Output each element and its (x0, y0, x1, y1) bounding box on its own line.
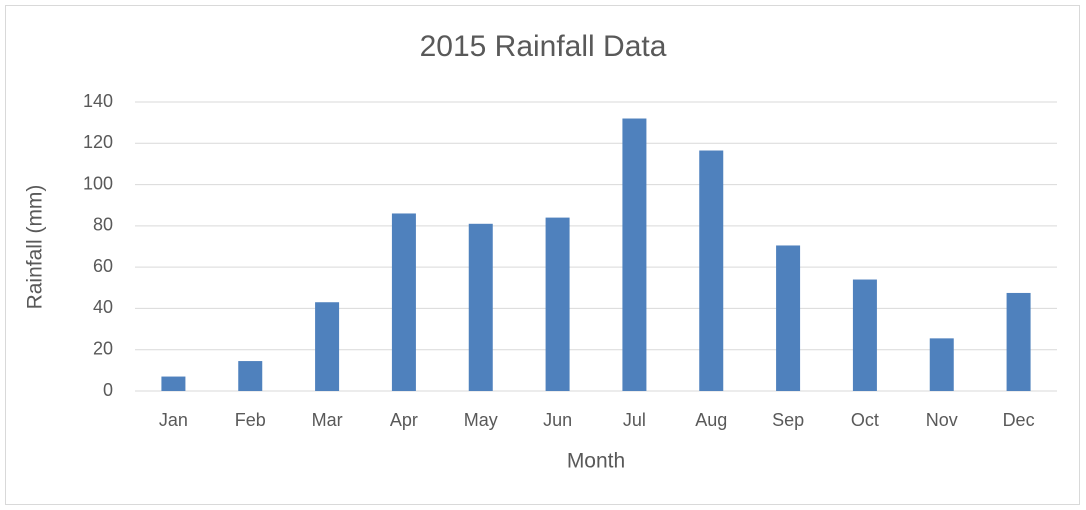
bar (622, 118, 647, 391)
x-tick-label: Feb (235, 410, 266, 430)
y-tick-label: 20 (93, 338, 113, 358)
bar (852, 279, 877, 391)
x-axis-title: Month (567, 450, 625, 473)
x-tick-label: Jan (159, 410, 188, 430)
x-tick-label: Nov (926, 410, 958, 430)
bar (238, 361, 263, 391)
chart-border (5, 5, 1080, 505)
x-tick-label: Apr (390, 410, 418, 430)
bar (161, 376, 186, 391)
x-tick-label: Oct (851, 410, 879, 430)
bar (776, 245, 801, 391)
y-axis-title: Rainfall (mm) (24, 185, 47, 310)
y-tick-label: 100 (83, 173, 113, 193)
bar (929, 338, 954, 391)
y-tick-label: 140 (83, 91, 113, 111)
y-tick-label: 0 (103, 380, 113, 400)
x-tick-label: Mar (312, 410, 343, 430)
bar (699, 150, 724, 391)
x-tick-label: Jun (543, 410, 572, 430)
x-tick-label: Aug (695, 410, 727, 430)
x-tick-label: Jul (623, 410, 646, 430)
y-tick-label: 40 (93, 297, 113, 317)
x-tick-label: May (464, 410, 498, 430)
bar (1006, 292, 1031, 391)
bar (391, 213, 416, 391)
chart-title: 2015 Rainfall Data (420, 30, 667, 63)
bar (315, 302, 340, 391)
y-tick-label: 80 (93, 215, 113, 235)
y-tick-label: 120 (83, 132, 113, 152)
y-tick-label: 60 (93, 256, 113, 276)
bar (545, 217, 570, 391)
x-tick-label: Dec (1003, 410, 1035, 430)
x-tick-label: Sep (772, 410, 804, 430)
bar (468, 223, 493, 391)
